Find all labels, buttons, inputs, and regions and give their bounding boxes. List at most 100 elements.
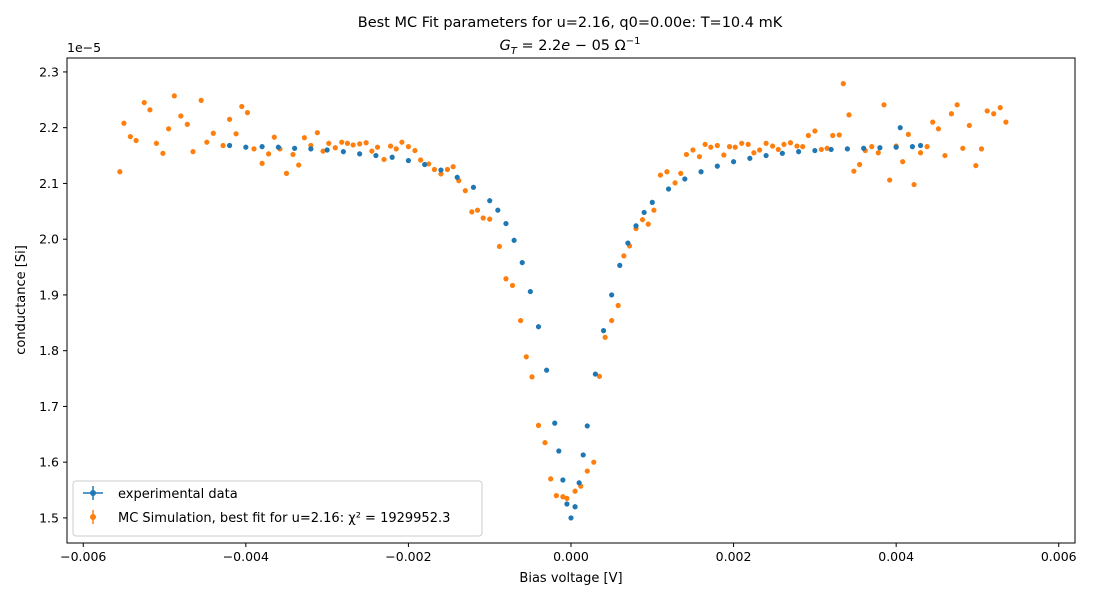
experimental-point [572, 504, 578, 510]
simulation-point [812, 128, 818, 134]
simulation-point [651, 207, 657, 213]
simulation-point [584, 468, 590, 474]
simulation-point [535, 422, 542, 428]
simulation-point [542, 440, 548, 446]
experimental-point [226, 142, 233, 149]
experimental-point [617, 262, 623, 268]
simulation-point [997, 105, 1003, 111]
x-axis-label: Bias voltage [V] [519, 571, 622, 586]
simulation-point [830, 132, 836, 139]
experimental-point [714, 163, 720, 169]
experimental-point [649, 199, 655, 205]
simulation-point [726, 144, 733, 150]
y-axis-offset-text: 1e−5 [67, 40, 101, 55]
simulation-point [805, 132, 811, 139]
simulation-point [509, 282, 516, 289]
simulation-point [153, 140, 160, 146]
simulation-point [166, 126, 172, 132]
experimental-point [527, 288, 533, 295]
x-tick-label: 0.000 [553, 549, 589, 564]
simulation-point [591, 459, 597, 465]
experimental-point [609, 292, 615, 298]
simulation-point [702, 141, 708, 148]
simulation-point [339, 139, 345, 145]
experimental-point [564, 501, 570, 507]
simulation-point [991, 111, 997, 117]
simulation-point [393, 146, 399, 152]
simulation-point [480, 215, 486, 221]
simulation-point [220, 142, 226, 149]
simulation-point [350, 142, 356, 148]
simulation-point [121, 120, 127, 126]
x-tick-label: 0.006 [1041, 549, 1077, 564]
simulation-point [745, 141, 751, 148]
simulation-point [824, 145, 830, 151]
experimental-point [861, 145, 867, 151]
simulation-point [469, 209, 475, 215]
simulation-point [683, 151, 690, 158]
simulation-point [412, 147, 418, 154]
experimental-point [844, 146, 850, 152]
simulation-point [609, 317, 615, 324]
simulation-point [714, 142, 720, 149]
experimental-series [226, 125, 924, 521]
x-tick-label: 0.004 [878, 549, 914, 564]
simulation-point [444, 166, 451, 173]
experimental-point [877, 145, 883, 151]
experimental-point [470, 184, 477, 190]
experimental-point [592, 371, 598, 377]
simulation-point [296, 162, 302, 168]
legend-marker-experimental [83, 486, 103, 500]
simulation-point [450, 164, 456, 170]
experimental-point [897, 125, 903, 131]
experimental-point [324, 147, 330, 153]
simulation-point [387, 143, 394, 149]
y-tick-label: 1.5 [39, 510, 59, 525]
simulation-point [775, 146, 781, 153]
simulation-point [239, 103, 245, 110]
simulation-point [184, 121, 190, 127]
experimental-point [552, 420, 558, 426]
simulation-point [117, 169, 123, 175]
experimental-point [568, 515, 574, 521]
experimental-point [796, 149, 802, 155]
experimental-point [373, 152, 379, 159]
simulation-point [1003, 119, 1009, 125]
simulation-point [462, 188, 468, 194]
simulation-point [836, 132, 842, 138]
experimental-point [243, 144, 249, 150]
experimental-point [584, 423, 590, 429]
experimental-point [576, 480, 582, 486]
simulation-point [171, 93, 177, 99]
plot-area-frame [66, 57, 1076, 544]
simulation-point [564, 495, 570, 502]
simulation-point [800, 144, 806, 150]
experimental-point [503, 220, 509, 227]
simulation-point [374, 144, 381, 150]
x-tick-label: −0.004 [223, 549, 269, 564]
experimental-point [665, 186, 672, 192]
simulation-point [942, 152, 948, 159]
simulation-point [474, 207, 481, 213]
y-tick-label: 2.1 [39, 176, 59, 191]
y-tick-label: 1.9 [39, 287, 59, 302]
experimental-point [556, 448, 562, 454]
x-axis-ticks: −0.006 −0.004 −0.002 0.000 0.002 0.004 0.006 [60, 543, 1077, 564]
experimental-point [917, 142, 924, 149]
simulation-point [905, 131, 911, 137]
simulation-point [794, 143, 800, 149]
experimental-point [438, 167, 444, 173]
experimental-point [544, 367, 550, 373]
simulation-series [117, 81, 1009, 502]
simulation-point [251, 146, 257, 152]
simulation-point [178, 113, 184, 119]
experimental-point [600, 328, 607, 334]
simulation-point [840, 81, 846, 87]
simulation-point [332, 145, 338, 151]
experimental-point [389, 154, 395, 160]
y-tick-label: 2.2 [39, 120, 59, 135]
simulation-point [751, 150, 757, 156]
simulation-point [548, 476, 554, 482]
simulation-point [690, 147, 696, 153]
